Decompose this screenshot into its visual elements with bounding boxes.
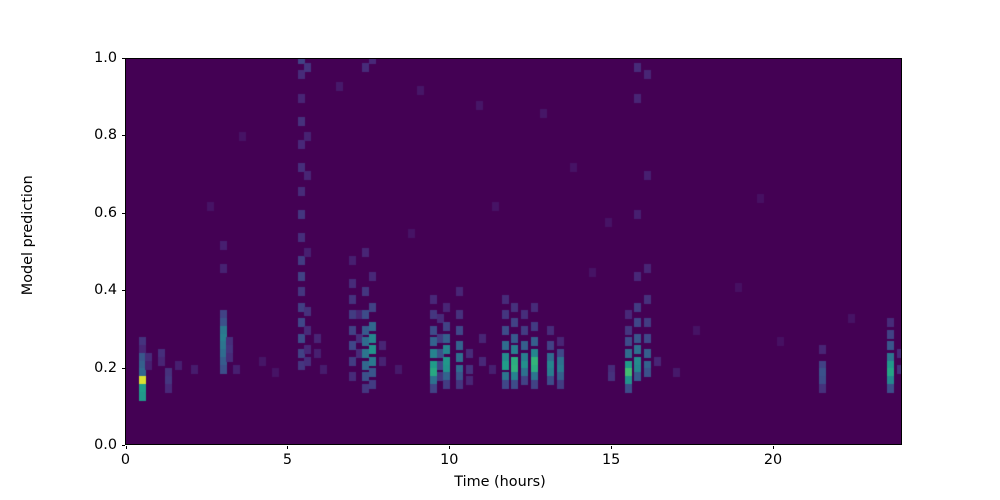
ytick-label-0.6: 0.6 (94, 204, 117, 221)
xtick-mark-15 (611, 445, 613, 449)
ytick-mark-0.8 (121, 135, 125, 137)
xtick-mark-10 (449, 445, 451, 449)
xtick-label-0: 0 (120, 452, 131, 468)
ytick-label-0.4: 0.4 (94, 282, 117, 299)
ytick-mark-0.0 (121, 445, 125, 446)
xtick-label-5: 5 (282, 452, 292, 468)
ytick-label-0.8: 0.8 (94, 127, 117, 144)
xtick-mark-20 (773, 445, 774, 449)
xtick-label-10: 10 (440, 452, 459, 468)
ytick-mark-0.2 (121, 367, 125, 369)
ytick-label-1.0: 1.0 (94, 50, 117, 66)
y-axis-label: Model prediction (19, 175, 36, 296)
xtick-label-15: 15 (601, 452, 621, 468)
ytick-mark-0.6 (121, 212, 125, 214)
x-axis-label: Time (hours) (454, 474, 546, 490)
ytick-label-0.0: 0.0 (94, 437, 117, 453)
heatmap-canvas (126, 59, 901, 444)
xtick-mark-5 (287, 445, 289, 449)
xtick-label-20: 20 (763, 452, 783, 468)
xtick-mark-0 (125, 445, 127, 449)
ytick-label-0.2: 0.2 (94, 359, 117, 376)
heatmap-axes[interactable] (125, 58, 902, 445)
ytick-mark-0.4 (121, 290, 125, 292)
ytick-mark-1.0 (121, 58, 125, 59)
